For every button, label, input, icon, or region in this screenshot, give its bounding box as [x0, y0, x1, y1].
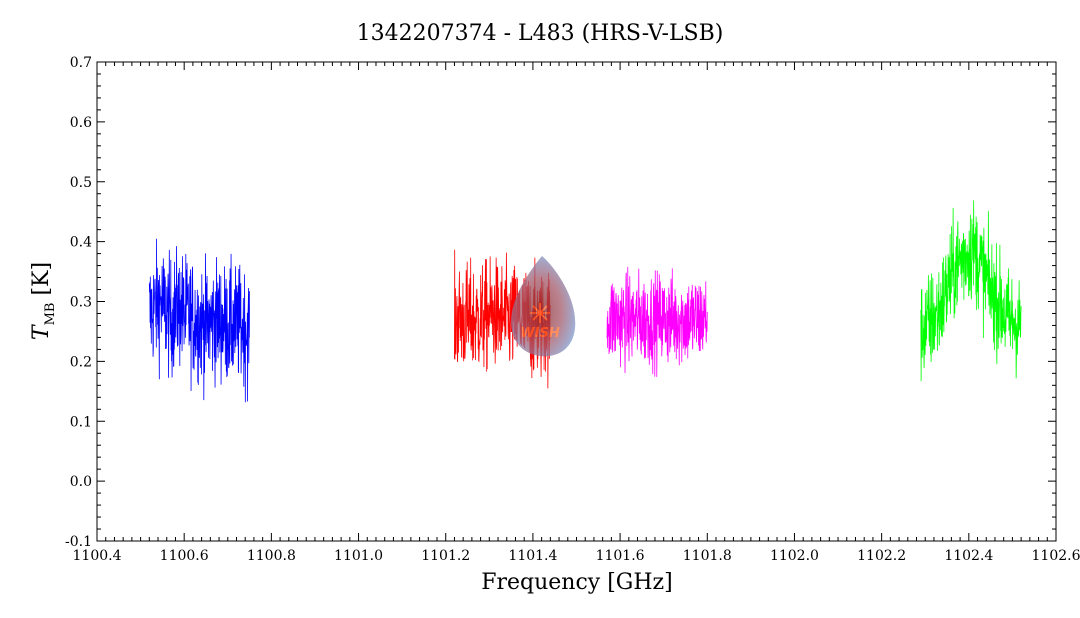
x-tick-label: 1102.4 — [944, 548, 993, 564]
y-axis-label: TMB [K] — [29, 262, 58, 340]
y-tick-label: 0.7 — [70, 55, 92, 71]
y-tick-label: 0.0 — [70, 474, 92, 490]
wish-logo: WISH — [511, 256, 576, 357]
spectrum-series-3 — [606, 266, 708, 377]
x-axis-label: Frequency [GHz] — [481, 570, 673, 595]
x-tick-label: 1102.6 — [1032, 548, 1080, 564]
x-tick-label: 1100.6 — [160, 548, 209, 564]
series-group — [148, 200, 1022, 403]
y-axis: -0.1 0.0 0.1 0.2 0.3 0.4 0.5 0.6 0.7 — [65, 55, 1056, 550]
y-tick-label: 0.3 — [70, 295, 92, 311]
spectrum-series-4 — [920, 200, 1022, 382]
x-tick-label: 1101.8 — [683, 548, 732, 564]
y-tick-label: 0.4 — [70, 235, 92, 251]
x-tick-label: 1100.4 — [73, 548, 122, 564]
x-tick-label: 1100.8 — [247, 548, 296, 564]
y-tick-label: 0.5 — [70, 175, 92, 191]
chart-title: 1342207374 - L483 (HRS-V-LSB) — [357, 21, 724, 46]
x-tick-label: 1101.2 — [421, 548, 470, 564]
x-tick-label: 1101.4 — [508, 548, 557, 564]
wish-logo-text: WISH — [520, 326, 560, 341]
y-tick-label: 0.2 — [70, 354, 92, 370]
y-tick-label: 0.1 — [70, 414, 92, 430]
x-tick-label: 1102.2 — [857, 548, 906, 564]
y-axis-label-unit: [K] — [29, 262, 54, 303]
spectrum-series-1 — [148, 238, 250, 403]
y-tick-label: 0.6 — [70, 115, 92, 131]
x-tick-label: 1102.0 — [770, 548, 819, 564]
y-axis-label-main: T — [29, 323, 54, 340]
x-axis: 1100.4 1100.6 1100.8 1101.0 1101.2 1101.4 1101… — [73, 62, 1080, 564]
x-tick-label: 1101.6 — [596, 548, 645, 564]
x-tick-label: 1101.0 — [334, 548, 383, 564]
y-axis-label-sub: MB — [43, 303, 58, 326]
y-tick-label: -0.1 — [65, 534, 92, 550]
